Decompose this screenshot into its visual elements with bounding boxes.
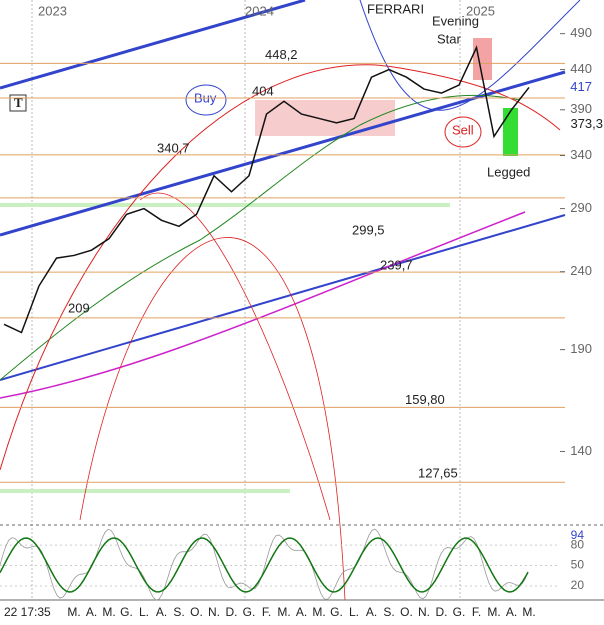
level-label: 340,7 [157, 140, 190, 155]
evening-star-box [473, 38, 492, 80]
year-label: 2024 [245, 3, 274, 18]
trend-line [0, 70, 566, 237]
x-tick-label: O. [400, 605, 413, 619]
x-tick-label: S. [383, 605, 394, 619]
osc-tick-label: 50 [571, 558, 585, 572]
y-tick-label: 340 [570, 147, 592, 162]
x-tick-label: M. [487, 605, 500, 619]
x-tick-label: L. [139, 605, 149, 619]
x-tick-label: N. [208, 605, 220, 619]
osc-tick-label: 20 [571, 578, 585, 592]
x-tick-label: A. [86, 605, 97, 619]
x-tick-label: M. [522, 605, 535, 619]
parabolic-arc [0, 64, 561, 471]
y-tick-label: 490 [570, 25, 592, 40]
level-label: 448,2 [265, 47, 298, 62]
osc-last-value: 94 [571, 528, 585, 542]
y-tick-label: 190 [570, 341, 592, 356]
level-label: 299,5 [352, 222, 385, 237]
x-tick-label: F. [262, 605, 271, 619]
x-tick-label: S. [173, 605, 184, 619]
price-marker: 373,3 [570, 116, 603, 131]
tool-button[interactable] [9, 94, 27, 112]
osc-tick-label: 80 [571, 537, 585, 551]
x-tick-label: D. [226, 605, 238, 619]
price-line [3, 45, 530, 334]
level-label: 209 [68, 300, 90, 315]
x-tick-label: G. [243, 605, 256, 619]
tool-label[interactable]: T [14, 95, 23, 110]
support-band [0, 489, 290, 493]
moving-average [0, 94, 521, 381]
support-band [0, 203, 450, 207]
x-tick-label: A. [366, 605, 377, 619]
level-label: 127,65 [418, 466, 458, 481]
x-tick-label: G. [330, 605, 343, 619]
chart-title: FERRARI [367, 1, 424, 16]
moving-average [0, 211, 526, 399]
x-tick-label: G. [453, 605, 466, 619]
y-tick-label: 290 [570, 200, 592, 215]
legged-box [503, 108, 518, 156]
x-tick-label: F. [472, 605, 481, 619]
sell-ellipse [444, 116, 482, 148]
x-tick-label: A. [156, 605, 167, 619]
x-tick-label: O. [190, 605, 203, 619]
y-tick-label: 390 [570, 101, 592, 116]
buy-ellipse [185, 84, 227, 116]
timestamp: 22 17:35 [4, 605, 51, 619]
y-tick-label: 240 [570, 263, 592, 278]
x-tick-label: A. [506, 605, 517, 619]
x-tick-label: A. [296, 605, 307, 619]
x-tick-label: G. [120, 605, 133, 619]
y-tick-label: 140 [570, 443, 592, 458]
level-label: 404 [252, 83, 274, 98]
year-label: 2025 [466, 3, 495, 18]
x-tick-label: M. [67, 605, 80, 619]
x-tick-label: M. [277, 605, 290, 619]
trend-line [0, 214, 566, 381]
x-tick-label: N. [418, 605, 430, 619]
level-label: 159,80 [405, 392, 445, 407]
x-tick-label: L. [349, 605, 359, 619]
parabolic-arc [139, 192, 331, 521]
x-tick-label: M. [102, 605, 115, 619]
level-label: 239,7 [380, 258, 413, 273]
x-tick-label: M. [312, 605, 325, 619]
annotation: Star [437, 31, 462, 46]
oscillator-slow [0, 537, 529, 593]
last-value: 417 [570, 79, 592, 94]
annotation: Sell [452, 122, 474, 137]
parabolic-arc [79, 237, 346, 601]
y-tick-label: 440 [570, 61, 592, 76]
year-label: 2023 [38, 3, 67, 18]
parabolic-arc [359, 0, 581, 111]
x-tick-label: D. [436, 605, 448, 619]
annotation: Legged [487, 164, 530, 179]
trend-channel [0, 0, 306, 90]
annotation: Evening [432, 13, 479, 28]
